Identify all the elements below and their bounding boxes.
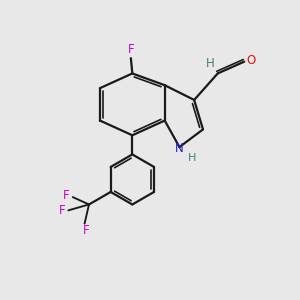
Text: F: F [128,44,134,56]
Text: N: N [175,142,184,155]
Text: O: O [246,54,255,67]
Text: H: H [188,153,196,163]
Text: F: F [83,224,89,238]
Text: F: F [58,204,65,217]
Text: H: H [206,57,215,70]
Text: F: F [63,189,70,202]
